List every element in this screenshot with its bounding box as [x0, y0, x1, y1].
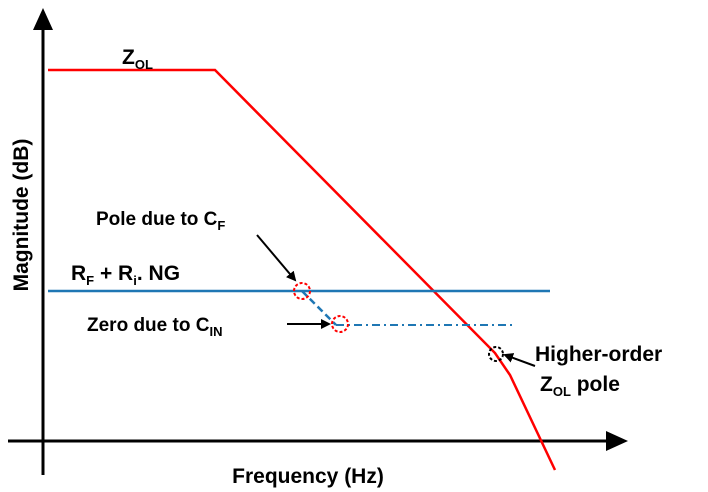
zero-cin-label: Zero due to CIN — [87, 315, 222, 339]
pole-cf-label: Pole due to CF — [96, 209, 225, 233]
higher-order-pole-marker — [488, 346, 504, 362]
y-axis-arrowhead — [33, 8, 53, 30]
y-axis-label: Magnitude (dB) — [10, 139, 33, 292]
pole-cf-marker — [293, 282, 311, 300]
higher-order-label-line1: Higher-order — [535, 343, 662, 366]
z-ol-curve — [48, 68, 557, 471]
higher-order-label-line2: ZOL pole — [540, 373, 620, 399]
z-ol-label: ZOL — [122, 46, 153, 72]
rf-ri-ng-label: RF + Ri. NG — [71, 262, 180, 288]
x-axis-label: Frequency (Hz) — [232, 465, 384, 488]
feedback-slope-segment — [301, 290, 337, 326]
pole-cf-arrow — [256, 234, 297, 282]
higher-order-arrow — [503, 353, 536, 367]
x-axis-arrowhead — [606, 431, 628, 451]
zero-cin-marker — [331, 315, 349, 333]
